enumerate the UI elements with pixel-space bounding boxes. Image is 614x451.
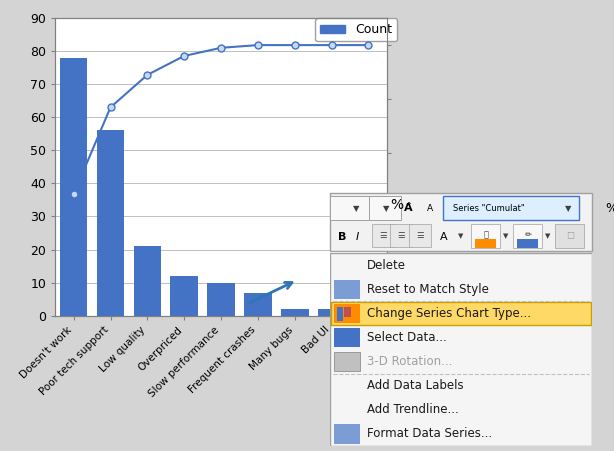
Text: %: % [390, 198, 403, 212]
Text: ▼: ▼ [503, 234, 508, 239]
FancyBboxPatch shape [391, 224, 413, 247]
Bar [355, 299, 382, 316]
Bar [96, 130, 124, 316]
FancyBboxPatch shape [334, 280, 360, 299]
Bar [318, 309, 345, 316]
Text: ▼: ▼ [545, 234, 550, 239]
Text: ☰: ☰ [397, 231, 405, 240]
FancyBboxPatch shape [334, 328, 360, 347]
Text: Change Series Chart Type...: Change Series Chart Type... [367, 307, 530, 320]
FancyBboxPatch shape [334, 352, 360, 371]
Bar [344, 307, 351, 317]
Text: A: A [440, 231, 448, 241]
FancyBboxPatch shape [330, 253, 592, 446]
Text: ^: ^ [406, 202, 411, 207]
Text: %: % [605, 202, 614, 215]
Text: Reset to Match Style: Reset to Match Style [367, 283, 489, 296]
Bar [207, 283, 235, 316]
Text: ✏: ✏ [524, 229, 531, 238]
Bar [281, 309, 308, 316]
Text: Format Data Series...: Format Data Series... [367, 428, 492, 441]
Text: 🪣: 🪣 [483, 230, 488, 239]
Text: ◻: ◻ [565, 230, 574, 240]
Text: Delete: Delete [367, 258, 406, 272]
Bar [352, 307, 357, 319]
FancyBboxPatch shape [555, 224, 584, 248]
FancyBboxPatch shape [334, 304, 360, 323]
Bar [171, 276, 198, 316]
FancyBboxPatch shape [369, 197, 401, 220]
Text: Series "Cumulat": Series "Cumulat" [453, 204, 525, 213]
Text: ▼: ▼ [565, 204, 572, 213]
Text: ▼: ▼ [383, 204, 389, 213]
Text: A: A [404, 203, 413, 213]
Text: ▼: ▼ [353, 204, 359, 213]
Bar [134, 246, 161, 316]
Text: Add Trendline...: Add Trendline... [367, 403, 459, 416]
Text: ▼: ▼ [459, 234, 464, 239]
Bar [244, 293, 271, 316]
Text: I: I [356, 231, 359, 241]
FancyBboxPatch shape [408, 224, 431, 247]
Legend: Count: Count [315, 18, 397, 41]
Text: B: B [338, 231, 346, 241]
Text: A: A [427, 203, 433, 212]
FancyBboxPatch shape [513, 224, 542, 248]
FancyBboxPatch shape [372, 224, 394, 247]
Bar [336, 307, 343, 321]
Text: 3-D Rotation...: 3-D Rotation... [367, 355, 452, 368]
FancyBboxPatch shape [518, 239, 538, 248]
Text: Select Data...: Select Data... [367, 331, 446, 344]
FancyBboxPatch shape [472, 224, 500, 248]
FancyBboxPatch shape [330, 193, 592, 251]
FancyBboxPatch shape [334, 424, 360, 444]
FancyBboxPatch shape [330, 197, 369, 220]
Text: Add Data Labels: Add Data Labels [367, 379, 464, 392]
Text: ☰: ☰ [416, 231, 424, 240]
Text: ☰: ☰ [379, 231, 387, 240]
FancyBboxPatch shape [443, 197, 579, 220]
FancyBboxPatch shape [332, 302, 591, 325]
Bar [60, 58, 87, 316]
FancyBboxPatch shape [475, 239, 496, 248]
